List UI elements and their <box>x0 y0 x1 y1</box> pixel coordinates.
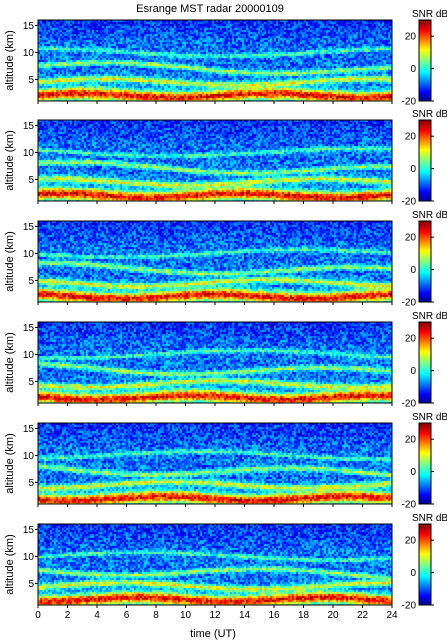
colorbar-label: SNR dB <box>412 9 447 20</box>
y-tick-label: 10 <box>23 451 35 462</box>
colorbar-tick-label: 20 <box>405 132 417 143</box>
y-tick-label: 15 <box>23 121 35 132</box>
y-tick-label: 5 <box>28 276 34 287</box>
colorbar-label: SNR dB <box>412 109 447 120</box>
colorbar-tick-label: 20 <box>405 435 417 446</box>
x-tick-label: 6 <box>124 610 130 621</box>
colorbar-tick-label: 20 <box>405 32 417 43</box>
y-tick-label: 5 <box>28 377 34 388</box>
colorbar-tick-label: -20 <box>402 298 417 309</box>
panel-5: 5 10 15 altitude (km) SNR dB -20 0 20 <box>4 412 447 511</box>
colorbar-tick-label: 0 <box>410 64 416 75</box>
y-tick-label: 5 <box>28 75 34 86</box>
colorbar-label: SNR dB <box>412 311 447 322</box>
y-tick-label: 10 <box>23 350 35 361</box>
colorbar-tick-label: 0 <box>410 164 416 175</box>
colorbar <box>418 19 432 102</box>
y-tick-label: 5 <box>28 478 34 489</box>
y-axis-title: altitude (km) <box>4 130 16 191</box>
heatmap-image <box>38 423 392 504</box>
y-tick-label: 15 <box>23 323 35 334</box>
heatmap-image <box>38 322 392 403</box>
x-tick-label: 18 <box>298 610 310 621</box>
colorbar-tick-label: -20 <box>402 97 417 108</box>
colorbar-label: SNR dB <box>412 210 447 221</box>
y-tick-label: 10 <box>23 552 35 563</box>
y-axis-title: altitude (km) <box>4 534 16 595</box>
colorbar <box>418 119 432 202</box>
colorbar-label: SNR dB <box>412 412 447 423</box>
colorbar <box>418 220 432 303</box>
y-axis-title: altitude (km) <box>4 30 16 91</box>
y-tick-label: 10 <box>23 148 35 159</box>
y-axis-title: altitude (km) <box>4 433 16 494</box>
heatmap-image <box>38 221 392 302</box>
y-tick-label: 15 <box>23 424 35 435</box>
x-tick-label: 2 <box>65 610 71 621</box>
x-tick-label: 12 <box>209 610 221 621</box>
colorbar-tick-label: -20 <box>402 601 417 612</box>
x-tick-label: 16 <box>268 610 280 621</box>
y-tick-label: 5 <box>28 175 34 186</box>
colorbar-tick-label: 0 <box>410 568 416 579</box>
colorbar-tick-label: -20 <box>402 197 417 208</box>
colorbar-tick-label: 20 <box>405 536 417 547</box>
x-tick-label: 0 <box>35 610 41 621</box>
y-tick-label: 10 <box>23 249 35 260</box>
panel-3: 5 10 15 altitude (km) SNR dB -20 0 20 <box>4 210 447 309</box>
heatmap-image <box>38 20 392 101</box>
colorbar-tick-label: 20 <box>405 233 417 244</box>
panel-2: 5 10 15 altitude (km) SNR dB -20 0 20 <box>4 109 447 208</box>
colorbar-tick-label: 0 <box>410 366 416 377</box>
chart-title: Esrange MST radar 20000109 <box>136 3 284 15</box>
colorbar <box>418 422 432 505</box>
x-tick-label: 4 <box>94 610 100 621</box>
x-tick-label: 10 <box>180 610 192 621</box>
y-tick-label: 15 <box>23 21 35 32</box>
heatmap-image <box>38 120 392 201</box>
x-axis-title: time (UT) <box>190 628 236 640</box>
y-tick-label: 10 <box>23 48 35 59</box>
panel-4: 5 10 15 altitude (km) SNR dB -20 0 20 <box>4 311 447 410</box>
y-tick-label: 15 <box>23 222 35 233</box>
y-tick-label: 5 <box>28 579 34 590</box>
x-tick-label: 24 <box>386 610 398 621</box>
panel-1: 5 10 15 altitude (km) SNR dB -20 0 20 <box>4 9 447 108</box>
colorbar-tick-label: 20 <box>405 334 417 345</box>
colorbar <box>418 523 432 606</box>
heatmap-image <box>38 524 392 605</box>
colorbar-tick-label: 0 <box>410 265 416 276</box>
colorbar <box>418 321 432 404</box>
x-tick-label: 14 <box>239 610 251 621</box>
x-tick-label: 8 <box>153 610 159 621</box>
y-axis-title: altitude (km) <box>4 231 16 292</box>
x-tick-label: 22 <box>357 610 369 621</box>
y-axis-title: altitude (km) <box>4 332 16 393</box>
x-tick-label: 20 <box>327 610 339 621</box>
y-tick-label: 15 <box>23 525 35 536</box>
colorbar-tick-label: -20 <box>402 500 417 511</box>
colorbar-tick-label: -20 <box>402 399 417 410</box>
colorbar-tick-label: 0 <box>410 467 416 478</box>
colorbar-label: SNR dB <box>412 513 447 524</box>
